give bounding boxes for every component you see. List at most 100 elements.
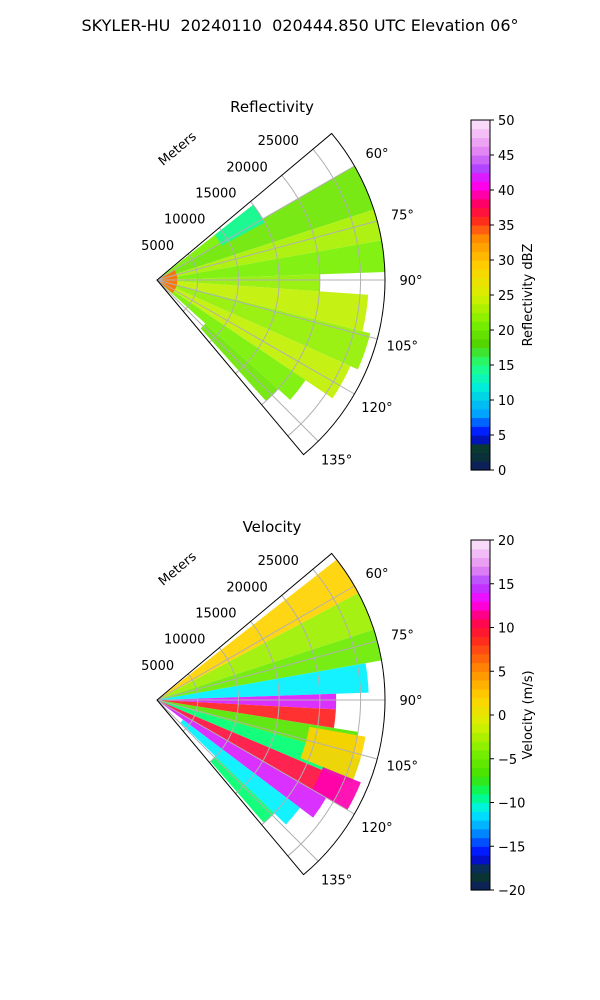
colorbar-segment bbox=[471, 356, 490, 366]
colorbar-segment bbox=[471, 618, 490, 629]
colorbar-segment bbox=[471, 120, 490, 130]
colorbar-segment bbox=[471, 776, 490, 786]
colorbar-segment bbox=[471, 426, 490, 436]
azimuth-gridline bbox=[156, 699, 355, 815]
colorbar-segment bbox=[471, 846, 490, 856]
azimuth-tick-label: 75° bbox=[391, 628, 414, 643]
colorbar-segment bbox=[471, 557, 490, 567]
colorbar-segment bbox=[471, 548, 490, 559]
range-gridline bbox=[235, 621, 280, 794]
colorbar-segment bbox=[471, 601, 490, 611]
colorbar-tick-label: −10 bbox=[498, 797, 525, 812]
colorbar-segment bbox=[471, 347, 490, 357]
colorbar-segment bbox=[471, 758, 490, 769]
colorbar-segment bbox=[471, 400, 490, 410]
azimuth-gridline bbox=[156, 699, 378, 760]
colorbar-segment bbox=[471, 225, 490, 235]
colorbar-segment bbox=[471, 190, 490, 200]
colorbar-segment bbox=[471, 452, 490, 462]
sector-outline bbox=[156, 552, 386, 876]
colorbar-tick-label: 15 bbox=[498, 359, 515, 374]
colorbar-segment bbox=[471, 741, 490, 751]
colorbar-segment bbox=[471, 277, 490, 287]
colorbar-segment bbox=[471, 855, 490, 865]
colorbar-segment bbox=[471, 295, 490, 305]
range-gridline bbox=[261, 594, 321, 826]
range-gridline bbox=[287, 568, 362, 857]
colorbar-segment bbox=[471, 408, 490, 419]
colorbar-segment bbox=[471, 872, 490, 882]
azimuth-tick-label: 75° bbox=[391, 208, 414, 223]
colorbar-segment bbox=[471, 128, 490, 139]
colorbar-segment bbox=[471, 321, 490, 331]
range-tick-label: 15000 bbox=[195, 186, 236, 201]
colorbar-segment bbox=[471, 312, 490, 322]
data-band bbox=[157, 700, 327, 818]
data-band bbox=[157, 700, 345, 802]
colorbar-tick-label: 20 bbox=[498, 534, 515, 549]
colorbar-segment bbox=[471, 181, 490, 191]
range-gridline bbox=[209, 227, 239, 343]
azimuth-gridline bbox=[156, 279, 378, 340]
colorbar-tick-label: 35 bbox=[498, 219, 515, 234]
azimuth-gridline bbox=[156, 165, 355, 281]
reflectivity-plot: Reflectivity Meters 60° 75° 90° 105° 120° 135… bbox=[141, 98, 536, 479]
colorbar-segment bbox=[471, 155, 490, 165]
data-band bbox=[157, 629, 382, 700]
azimuth-tick-label: 120° bbox=[361, 821, 392, 836]
azimuth-gridline bbox=[156, 640, 378, 701]
azimuth-tick-label: 135° bbox=[321, 454, 352, 469]
reflectivity-colorbar: 0 5 10 15 20 25 30 35 40 45 50 Reflectivity dBZ bbox=[470, 114, 536, 479]
figure-title: SKYLER-HU 20240110 020444.850 UTC Elevat… bbox=[81, 16, 519, 35]
sector-frame bbox=[156, 132, 386, 456]
tick-labels: 60° 75° 90° 105° 120° 135° 5000 10000 15000 20000… bbox=[141, 134, 422, 468]
data-band bbox=[157, 592, 374, 700]
data-band bbox=[157, 559, 359, 700]
data-band bbox=[157, 280, 306, 400]
colorbar-segment bbox=[471, 540, 490, 550]
azimuth-tick-label: 90° bbox=[399, 694, 422, 709]
polar-grid bbox=[156, 148, 385, 442]
sector-outline bbox=[156, 132, 386, 456]
colorbar-tick-label: 10 bbox=[498, 394, 515, 409]
colorbar-segment bbox=[471, 216, 490, 226]
colorbar-tick-label: 30 bbox=[498, 254, 515, 269]
polar-grid bbox=[156, 568, 385, 862]
range-gridline bbox=[235, 201, 280, 374]
velocity-colorbar: −20 −15 −10 −5 0 5 10 15 20 Velocity (m/s) bbox=[470, 534, 536, 899]
velocity-data-layer bbox=[157, 559, 382, 825]
colorbar-segment bbox=[471, 592, 490, 602]
colorbar-tick-label: −15 bbox=[498, 840, 525, 855]
range-tick-label: 10000 bbox=[164, 633, 205, 648]
data-band bbox=[157, 209, 382, 280]
data-band bbox=[157, 663, 369, 700]
tick-labels: 60° 75° 90° 105° 120° 135° 5000 10000 15000 20000… bbox=[141, 554, 422, 888]
colorbar-segment bbox=[471, 732, 490, 742]
colorbar-segment bbox=[471, 435, 490, 445]
range-tick-label: 15000 bbox=[195, 606, 236, 621]
colorbar-segment bbox=[471, 137, 490, 147]
range-gridline bbox=[209, 647, 239, 763]
colorbar-tick-label: 0 bbox=[498, 709, 506, 724]
azimuth-gridline bbox=[156, 220, 378, 281]
range-axis-label: Meters bbox=[156, 129, 200, 169]
reflectivity-data-layer bbox=[157, 166, 385, 402]
range-gridline bbox=[287, 148, 362, 437]
colorbar-tick-label: 40 bbox=[498, 184, 515, 199]
colorbar-segment bbox=[471, 242, 490, 252]
data-band bbox=[180, 719, 301, 825]
velocity-plot: Velocity Meters 60° 75° 90° 105° 120° 135° 500… bbox=[141, 518, 536, 899]
colorbar-tick-label: 20 bbox=[498, 324, 515, 339]
colorbar-segment bbox=[471, 662, 490, 672]
range-axis-label: Meters bbox=[156, 549, 200, 589]
range-tick-label: 20000 bbox=[226, 160, 267, 175]
data-band bbox=[214, 204, 265, 246]
colorbar-tick-label: 45 bbox=[498, 149, 515, 164]
colorbar-segment bbox=[471, 303, 490, 314]
colorbar-segment bbox=[471, 793, 490, 804]
colorbar-segment bbox=[471, 767, 490, 777]
colorbar-segment bbox=[471, 802, 490, 812]
colorbar-segment bbox=[471, 417, 490, 427]
data-band bbox=[157, 700, 336, 729]
colorbar-segment bbox=[471, 610, 490, 620]
